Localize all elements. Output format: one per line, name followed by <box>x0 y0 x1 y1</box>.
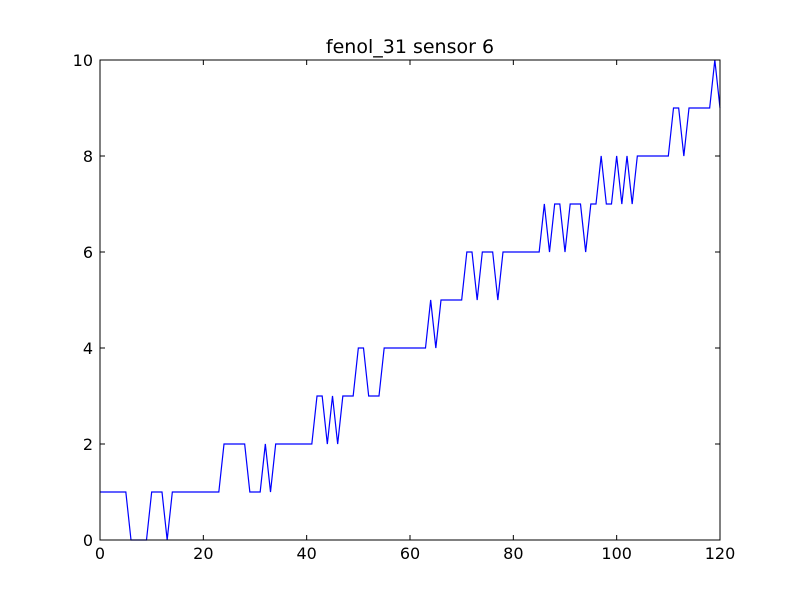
x-tick-label: 0 <box>95 544 105 563</box>
y-tick-label: 4 <box>83 339 93 358</box>
x-tick-label: 60 <box>400 544 420 563</box>
x-tick-label: 120 <box>705 544 736 563</box>
x-tick-label: 100 <box>601 544 632 563</box>
x-tick-label: 80 <box>503 544 523 563</box>
y-tick-label: 8 <box>83 147 93 166</box>
y-tick-label: 6 <box>83 243 93 262</box>
x-tick-label: 40 <box>296 544 316 563</box>
y-tick-label: 0 <box>83 531 93 550</box>
plot-area: 0 20 40 60 80 100 120 0 2 4 6 8 10 <box>73 51 736 563</box>
y-tick-label: 10 <box>73 51 93 70</box>
x-tick-label: 20 <box>193 544 213 563</box>
y-tick-label: 2 <box>83 435 93 454</box>
series-line-0 <box>100 59 721 541</box>
chart-title: fenol_31 sensor 6 <box>326 36 494 58</box>
